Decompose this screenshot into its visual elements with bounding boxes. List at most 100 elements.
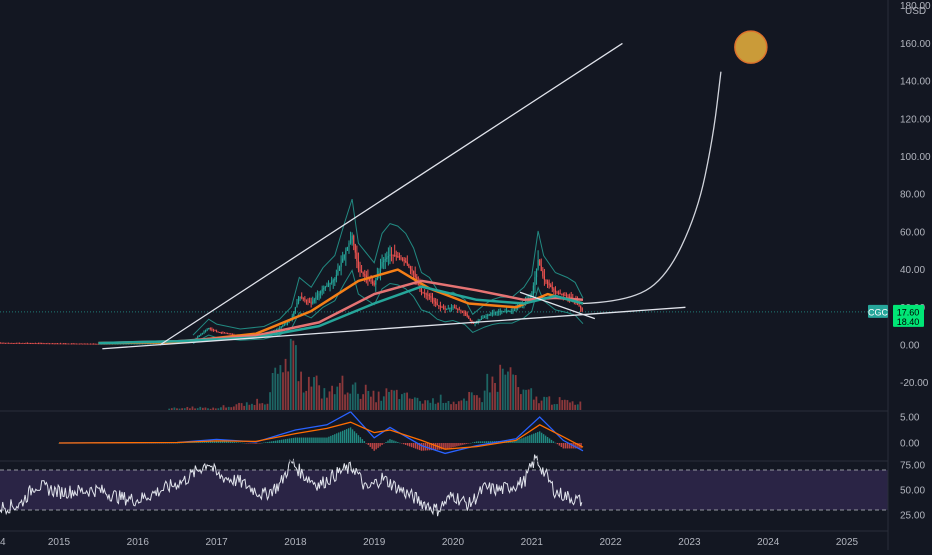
candle-body bbox=[545, 279, 547, 282]
macd-histogram-bar bbox=[546, 437, 549, 443]
macd-histogram-bar bbox=[527, 435, 529, 443]
candle-body bbox=[326, 285, 328, 287]
macd-histogram-bar bbox=[395, 441, 397, 443]
macd-histogram-bar bbox=[529, 435, 531, 443]
volume-bar bbox=[351, 384, 354, 410]
volume-bar bbox=[413, 397, 416, 410]
macd-histogram-bar bbox=[296, 437, 299, 443]
candle-body bbox=[279, 328, 281, 329]
candle-body bbox=[498, 311, 500, 313]
macd-histogram-bar bbox=[434, 443, 436, 450]
candle-body bbox=[55, 343, 57, 345]
candle-body bbox=[280, 326, 282, 329]
volume-bar bbox=[344, 394, 346, 410]
macd-histogram-bar bbox=[432, 443, 434, 451]
volume-bar bbox=[530, 388, 533, 410]
macd-histogram-bar bbox=[538, 431, 541, 443]
macd-histogram-bar bbox=[294, 437, 297, 443]
macd-histogram-bar bbox=[383, 443, 385, 444]
volume-bar bbox=[251, 403, 253, 410]
macd-histogram-bar bbox=[310, 437, 312, 443]
macd-histogram-bar bbox=[282, 439, 285, 443]
macd-histogram-bar bbox=[284, 439, 287, 443]
macd-histogram-bar bbox=[373, 443, 375, 451]
macd-histogram-bar bbox=[245, 443, 247, 444]
macd-histogram-bar bbox=[403, 443, 405, 445]
volume-bar bbox=[256, 398, 259, 410]
candle-body bbox=[422, 292, 424, 294]
candle-body bbox=[372, 281, 374, 284]
macd-histogram-bar bbox=[170, 443, 172, 444]
candle-body bbox=[535, 268, 538, 278]
macd-histogram-bar bbox=[192, 442, 194, 443]
volume-bar bbox=[535, 396, 538, 410]
candle-body bbox=[66, 343, 68, 345]
candle-body bbox=[222, 332, 224, 334]
candle-body bbox=[551, 286, 553, 289]
candle-body bbox=[97, 343, 99, 345]
macd-histogram-bar bbox=[537, 432, 539, 443]
volume-bar bbox=[168, 408, 171, 410]
macd-histogram-bar bbox=[318, 437, 320, 443]
candle-body bbox=[365, 275, 367, 278]
macd-histogram-bar bbox=[168, 443, 171, 444]
volume-bar bbox=[375, 402, 377, 410]
volume-bar bbox=[486, 373, 489, 410]
macd-histogram-bar bbox=[491, 441, 494, 443]
candle-body bbox=[140, 343, 142, 345]
macd-histogram-bar bbox=[554, 442, 557, 444]
macd-histogram-bar bbox=[308, 437, 310, 443]
rsi-y-tick-label: 75.00 bbox=[900, 461, 925, 472]
volume-bar bbox=[468, 391, 471, 410]
candle-body bbox=[373, 283, 375, 285]
candle-body bbox=[335, 274, 337, 280]
macd-histogram-bar bbox=[375, 443, 377, 450]
macd-histogram-bar bbox=[271, 441, 273, 443]
volume-bar bbox=[548, 396, 551, 410]
macd-histogram-bar bbox=[535, 432, 537, 443]
x-tick-label: 2018 bbox=[284, 537, 307, 548]
macd-histogram-bar bbox=[243, 442, 245, 444]
candle-body bbox=[82, 343, 84, 345]
macd-histogram-bar bbox=[290, 438, 293, 443]
macd-histogram-bar bbox=[275, 440, 277, 443]
candle-body bbox=[483, 316, 486, 318]
x-tick-label: 2024 bbox=[757, 537, 780, 548]
candle-body bbox=[449, 308, 451, 309]
candle-body bbox=[570, 297, 572, 298]
candle-body bbox=[580, 305, 582, 309]
candle-body bbox=[297, 298, 300, 303]
candle-body bbox=[453, 307, 456, 309]
trendline bbox=[519, 291, 596, 320]
macd-histogram-bar bbox=[454, 443, 456, 447]
candle-body bbox=[539, 260, 541, 266]
macd-histogram-bar bbox=[458, 443, 460, 446]
candle-body bbox=[63, 343, 65, 345]
candle-body bbox=[354, 244, 356, 253]
candle-body bbox=[304, 298, 306, 300]
macd-histogram-bar bbox=[544, 435, 547, 443]
macd-histogram-bar bbox=[174, 443, 176, 444]
candle-body bbox=[30, 343, 32, 345]
candle-body bbox=[56, 343, 59, 345]
volume-bar bbox=[199, 406, 202, 410]
candle-body bbox=[53, 343, 55, 345]
volume-bar bbox=[385, 388, 388, 410]
macd-histogram-bar bbox=[306, 437, 308, 443]
volume-bar bbox=[186, 406, 189, 410]
macd-histogram-bar bbox=[326, 437, 328, 443]
volume-bar bbox=[349, 393, 352, 410]
candle-body bbox=[435, 301, 437, 304]
volume-bar bbox=[411, 398, 414, 410]
candle-body bbox=[157, 343, 159, 345]
candle-body bbox=[318, 293, 320, 296]
candle-body bbox=[546, 281, 549, 284]
volume-bar bbox=[354, 382, 357, 410]
currency-label: USD bbox=[905, 6, 926, 17]
candle-body bbox=[460, 310, 462, 312]
macd-histogram-bar bbox=[206, 441, 208, 443]
candle-body bbox=[197, 336, 199, 338]
candle-body bbox=[88, 343, 90, 345]
candle-body bbox=[444, 308, 446, 310]
